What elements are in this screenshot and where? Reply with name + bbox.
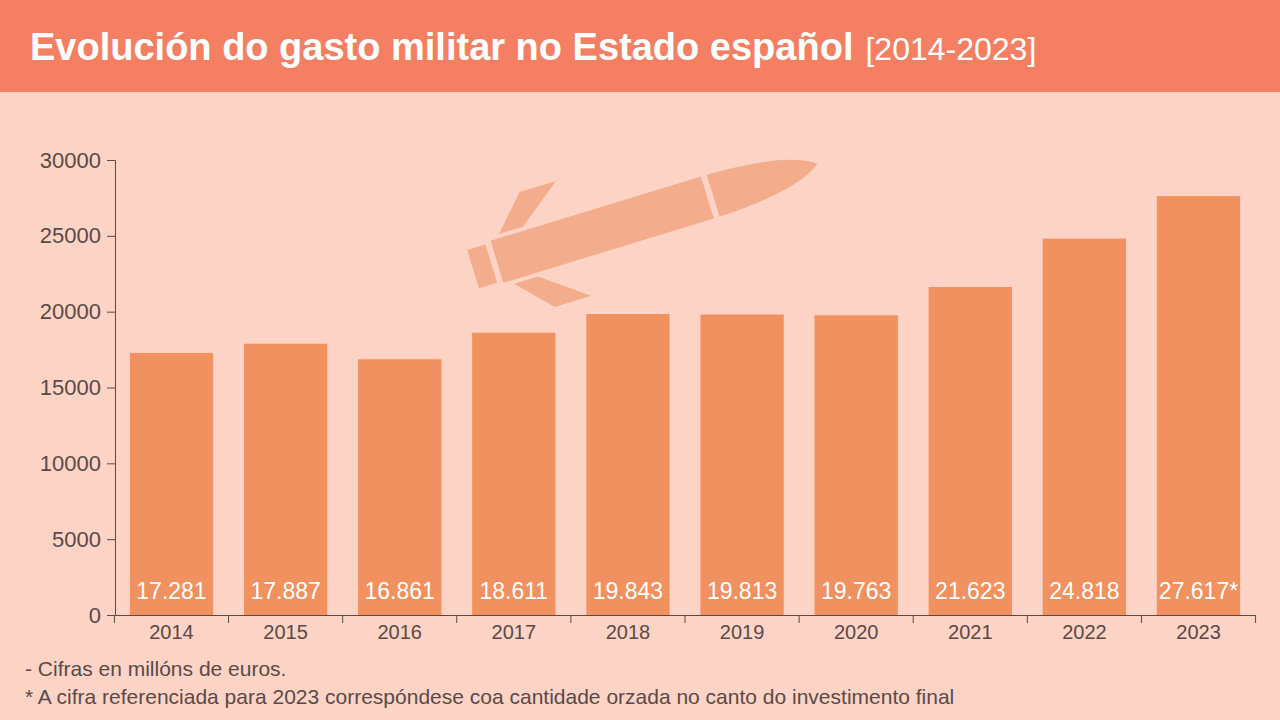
x-separator [685,615,686,623]
x-tick-label: 2023 [1176,621,1221,643]
data-label: 24.818 [1049,578,1119,604]
x-tick: 2017 [492,615,537,643]
data-label: 16.861 [365,578,435,604]
x-separator [228,615,229,623]
rocket-nose [707,143,824,217]
x-separator [114,615,115,623]
title-band [0,0,1280,92]
rocket-tail [467,244,497,288]
y-tick-label: 15000 [40,375,101,400]
y-tick-label: 5000 [52,527,101,552]
bar [472,333,555,615]
background [0,0,1280,720]
x-tick: 2020 [834,615,879,643]
x-tick: 2015 [263,615,308,643]
bar [358,359,441,615]
y-tick-mark [107,160,115,161]
x-tick-label: 2019 [720,621,765,643]
bar [1043,239,1126,615]
x-tick-label: 2020 [834,621,879,643]
y-tick-mark [107,236,115,237]
x-tick: 2019 [720,615,765,643]
x-separator [570,615,571,623]
x-separator [456,615,457,623]
bar [815,315,898,615]
y-tick: 0 [89,603,115,628]
data-label: 27.617* [1159,578,1238,604]
rocket-icon [456,106,835,326]
data-label: 18.611 [480,578,549,604]
x-tick-label: 2016 [377,621,422,643]
bar [1157,196,1240,615]
y-axis: 0 5000 10000 15000 20000 25000 30000 [40,148,116,628]
x-separator [1027,615,1028,623]
note: - Cifras en millóns de euros. [25,657,286,680]
x-tick: 2021 [948,615,993,643]
chart: Evolución do gasto militar no Estado esp… [0,0,1280,720]
data-label: 17.281 [136,578,206,604]
data-label: 19.813 [707,578,777,604]
rocket-fin-bottom [514,263,591,316]
y-tick-label: 25000 [40,223,101,248]
y-axis-line [107,161,116,616]
x-separator [1255,615,1256,623]
note: * A cifra referenciada para 2023 corresp… [25,685,954,708]
y-tick-label: 20000 [40,299,101,324]
data-labels: 17.281 17.887 16.861 18.611 19.843 19.813 19.7… [136,578,1238,604]
x-axis: 2014 2015 2016 2017 2018 2019 2020 2021 2022 2023 [114,615,1255,643]
y-tick-mark [107,312,115,313]
x-tick-label: 2018 [606,621,651,643]
y-tick: 15000 [40,375,115,400]
bar [244,344,327,615]
data-label: 19.763 [821,578,891,604]
y-tick-mark [107,388,115,389]
x-tick-label: 2022 [1062,621,1107,643]
x-tick-label: 2015 [263,621,308,643]
data-label: 19.843 [593,578,663,604]
y-tick-label: 0 [89,603,101,628]
x-tick: 2014 [149,615,194,643]
x-separator [913,615,914,623]
rocket-fin-top [489,181,566,234]
y-tick-label: 10000 [40,451,101,476]
y-tick-mark [107,615,115,616]
bar [700,315,783,615]
x-tick-label: 2021 [948,621,993,643]
x-tick: 2016 [377,615,422,643]
bar [586,314,669,615]
y-tick-mark [107,539,115,540]
y-tick: 25000 [40,223,115,248]
bar [929,287,1012,615]
y-tick: 20000 [40,299,115,324]
subtitle: [2014-2023] [865,31,1036,67]
x-tick: 2022 [1062,615,1107,643]
bar [130,353,213,615]
data-label: 21.623 [935,578,1005,604]
title: Evolución do gasto militar no Estado esp… [30,26,853,68]
y-tick-label: 30000 [40,148,101,173]
bars [130,196,1240,615]
y-tick-mark [107,463,115,464]
x-tick: 2018 [606,615,651,643]
notes: - Cifras en millóns de euros. * A cifra r… [25,657,954,708]
x-separator [1141,615,1142,623]
y-tick: 30000 [40,148,115,173]
y-tick: 10000 [40,451,115,476]
x-separator [342,615,343,623]
x-tick-label: 2017 [492,621,537,643]
x-tick: 2023 [1176,615,1221,643]
y-tick: 5000 [52,527,115,552]
x-separator [799,615,800,623]
data-label: 17.887 [250,578,320,604]
x-tick-label: 2014 [149,621,194,643]
